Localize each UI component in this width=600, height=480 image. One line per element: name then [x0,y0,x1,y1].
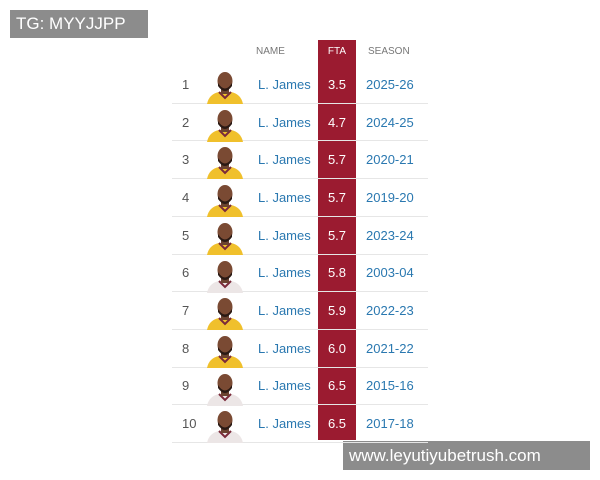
avatar-icon [207,72,243,104]
season: 2021-22 [366,340,414,356]
season: 2015-16 [366,378,414,394]
row-separator [172,328,428,330]
season: 2019-20 [366,189,414,205]
avatar-icon [207,373,243,406]
fta-value: 6.5 [327,378,347,394]
player-name: L. James [258,340,311,356]
rank: 1 [182,76,190,92]
player-name: L. James [258,378,311,394]
rank: 6 [182,265,190,281]
player-avatar [205,108,245,142]
row-separator [172,404,428,406]
header-fta: FTA [327,46,347,57]
rank: 3 [182,152,190,168]
season: 2020-21 [366,152,414,168]
row-separator [172,442,428,443]
avatar-icon [207,411,243,444]
avatar-icon [207,222,243,255]
player-name: L. James [258,76,311,92]
avatar-icon [207,335,243,368]
player-avatar [205,221,245,255]
player-avatar [205,296,245,331]
season: 2003-04 [366,265,414,281]
player-avatar [205,259,245,293]
player-avatar [205,372,245,406]
fta-value: 5.7 [327,152,347,168]
row-separator [172,140,428,142]
player-avatar [205,145,245,180]
row-separator [172,178,428,180]
season: 2024-25 [366,114,414,130]
season: 2022-23 [366,303,414,319]
avatar-icon [207,109,243,142]
rank: 4 [182,189,190,205]
rank: 10 [182,416,197,432]
row-separator [172,366,428,368]
row-separator [172,215,428,217]
fta-value: 4.7 [327,114,347,130]
season: 2025-26 [366,76,414,92]
rank: 5 [182,227,190,243]
rank: 2 [182,114,190,130]
player-name: L. James [258,189,311,205]
header-season: SEASON [368,46,410,57]
rank: 8 [182,340,190,356]
player-avatar [205,409,245,444]
row-separator [172,291,428,293]
rank: 9 [182,378,190,394]
player-name: L. James [258,303,311,319]
player-name: L. James [258,416,311,432]
player-name: L. James [258,152,311,168]
avatar-icon [207,185,243,218]
fta-value: 6.0 [327,340,347,356]
player-avatar [205,334,245,368]
player-name: L. James [258,265,311,281]
avatar-icon [207,298,243,331]
avatar-icon [207,147,243,180]
watermark: TG: MYYJJPP [10,10,148,38]
rank: 7 [182,303,190,319]
row-separator [172,253,428,255]
row-separator [172,102,428,104]
season: 2017-18 [366,416,414,432]
fta-value: 5.7 [327,227,347,243]
fta-value: 5.8 [327,265,347,281]
header-name: NAME [256,46,285,57]
player-avatar [205,70,245,104]
fta-value: 6.5 [327,416,347,432]
fta-column-bg [318,40,356,440]
avatar-icon [207,260,243,293]
fta-value: 3.5 [327,76,347,92]
player-name: L. James [258,114,311,130]
fta-value: 5.9 [327,303,347,319]
watermark: www.leyutiyubetrush.com [343,441,590,470]
player-name: L. James [258,227,311,243]
season: 2023-24 [366,227,414,243]
fta-value: 5.7 [327,189,347,205]
player-avatar [205,183,245,218]
